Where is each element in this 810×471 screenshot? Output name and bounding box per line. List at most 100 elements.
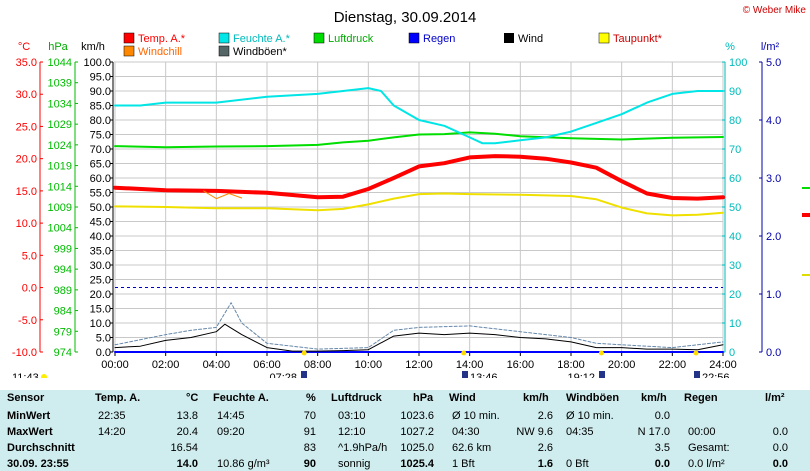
y-tick-label-hpa: 1019 xyxy=(48,161,72,173)
y-tick-label-kmh: 40.0 xyxy=(90,231,111,243)
legend-swatch-humidity xyxy=(218,32,230,44)
series-line-feuchtea xyxy=(114,87,724,145)
stats-cell-t-time: 14:20 xyxy=(98,426,126,438)
stats-cell-h-time: 10.86 g/m³ xyxy=(217,458,270,470)
sun-events: 11:43 07:28 13:46 19:12 22:56 xyxy=(12,350,730,378)
x-tick-label: 12:00 xyxy=(405,359,433,371)
y-tick-label-hpa: 1039 xyxy=(48,78,72,90)
header-pressure: Luftdruck xyxy=(331,392,382,404)
stats-cell-r-val: 0.0 xyxy=(772,426,788,438)
header-rain: Regen xyxy=(684,392,718,404)
y-tick-label-percent: 60 xyxy=(729,173,741,185)
stats-cell-h-time: 14:45 xyxy=(217,410,245,422)
x-tick-label: 18:00 xyxy=(557,359,585,371)
chart-grid xyxy=(114,61,724,353)
legend-swatch-rain xyxy=(408,32,420,44)
y-tick-label-kmh: 35.0 xyxy=(90,246,111,258)
chart-title: Dienstag, 30.09.2014 xyxy=(334,9,477,26)
stats-cell-r-time: 0.0 l/m² xyxy=(688,458,725,470)
x-tick-label: 00:00 xyxy=(101,359,129,371)
y-tick-label-kmh: 90.0 xyxy=(90,86,111,98)
stats-cell-t-val: 16.54 xyxy=(170,442,198,454)
x-tick-label: 10:00 xyxy=(355,359,383,371)
y-tick-label-percent: 50 xyxy=(729,202,741,214)
x-tick-label: 24:00 xyxy=(709,359,737,371)
axis-label-hpa: hPa xyxy=(48,41,68,53)
sun-marker-icon xyxy=(694,371,700,378)
y-tick-label-kmh: 45.0 xyxy=(90,217,111,229)
header-sensor: Sensor xyxy=(7,392,45,404)
legend-label-windchill: Windchill xyxy=(138,46,182,58)
y-tick-label-celsius: -5.0 xyxy=(18,315,37,327)
y-tick-label-celsius: 10.0 xyxy=(16,218,37,230)
x-tick-label: 22:00 xyxy=(659,359,687,371)
y-tick-label-lm2: 1.0 xyxy=(766,289,781,301)
sun-position-icon xyxy=(461,350,467,356)
stats-cell-r-val: 0.0 xyxy=(772,442,788,454)
sun-icon xyxy=(41,374,47,378)
y-tick-label-hpa: 1029 xyxy=(48,119,72,131)
stats-cell-label: MinWert xyxy=(7,410,51,422)
y-tick-label-hpa: 989 xyxy=(54,285,72,297)
stats-cell-w-val: NW 9.6 xyxy=(516,426,553,438)
stats-cell-p-time: ^1.9hPa/h xyxy=(338,442,388,454)
y-tick-label-celsius: 30.0 xyxy=(16,89,37,101)
sun-position-icon xyxy=(598,350,604,356)
y-tick-label-kmh: 15.0 xyxy=(90,304,111,316)
legend-swatch-gust xyxy=(218,45,230,57)
sun-event-label: 22:56 xyxy=(702,372,730,378)
header-wind: Wind xyxy=(449,392,476,404)
y-tick-label-hpa: 994 xyxy=(54,264,72,276)
y-tick-label-kmh: 5.0 xyxy=(96,333,111,345)
stats-cell-w-time: 04:30 xyxy=(452,426,480,438)
stats-cell-w-val: 2.6 xyxy=(537,442,553,454)
y-tick-label-hpa: 984 xyxy=(54,306,72,318)
stats-cell-w-time: Ø 10 min. xyxy=(452,410,500,422)
header-temp-unit: °C xyxy=(186,392,199,404)
sun-marker-icon xyxy=(462,371,468,378)
y-tick-label-hpa: 1009 xyxy=(48,202,72,214)
y-tick-label-hpa: 1014 xyxy=(48,181,72,193)
y-tick-label-percent: 40 xyxy=(729,231,741,243)
y-tick-label-kmh: 85.0 xyxy=(90,101,111,113)
legend-swatch-windchill xyxy=(123,45,135,57)
y-tick-label-kmh: 25.0 xyxy=(90,275,111,287)
y-tick-label-kmh: 95.0 xyxy=(90,72,111,84)
y-tick-label-kmh: 50.0 xyxy=(90,202,111,214)
chart-series xyxy=(113,87,725,353)
stats-cell-g-val: 0.0 xyxy=(654,458,670,470)
y-tick-label-lm2: 2.0 xyxy=(766,231,781,243)
stats-cell-h-time: 09:20 xyxy=(217,426,245,438)
x-tick-label: 06:00 xyxy=(253,359,281,371)
y-tick-label-kmh: 65.0 xyxy=(90,159,111,171)
y-tick-label-percent: 0 xyxy=(729,347,735,359)
sun-position-icon xyxy=(693,350,699,356)
series-line-luftdruck xyxy=(114,131,724,149)
stats-cell-w-time: 62.6 km xyxy=(452,442,492,454)
weather-chart: Dienstag, 30.09.2014 © Weber Mike Temp. … xyxy=(12,5,810,378)
y-tick-label-kmh: 75.0 xyxy=(90,130,111,142)
stats-cell-label: 30.09. 23:55 xyxy=(7,458,69,470)
stats-cell-g-time: 0 Bft xyxy=(566,458,589,470)
y-tick-label-hpa: 979 xyxy=(54,326,72,338)
y-tick-label-kmh: 10.0 xyxy=(90,318,111,330)
chart-axes: 00:00 02:00 04:00 06:00 08:00 10:00 12:00 14:00… xyxy=(12,57,781,371)
stats-cell-p-val: 1023.6 xyxy=(400,410,434,422)
y-tick-label-lm2: 0.0 xyxy=(766,347,781,359)
sun-event-label: 13:46 xyxy=(470,372,498,378)
stats-cell-g-time: 04:35 xyxy=(566,426,594,438)
legend-label-dewpoint: Taupunkt* xyxy=(613,33,663,45)
x-tick-label: 14:00 xyxy=(456,359,484,371)
sun-marker-icon xyxy=(301,371,307,378)
stats-cell-h-val: 83 xyxy=(303,442,316,454)
legend-label-gust: Windböen* xyxy=(233,46,288,58)
series-line-windben xyxy=(114,302,724,350)
y-tick-label-celsius: 20.0 xyxy=(16,154,37,166)
stats-cell-w-val: 2.6 xyxy=(537,410,553,422)
y-tick-label-hpa: 974 xyxy=(54,347,72,359)
sun-position-icon xyxy=(301,350,307,356)
stats-cell-p-val: 1025.4 xyxy=(400,458,434,470)
y-tick-label-lm2: 5.0 xyxy=(766,57,781,69)
header-gust: Windböen xyxy=(566,392,620,404)
y-tick-label-kmh: 80.0 xyxy=(90,115,111,127)
